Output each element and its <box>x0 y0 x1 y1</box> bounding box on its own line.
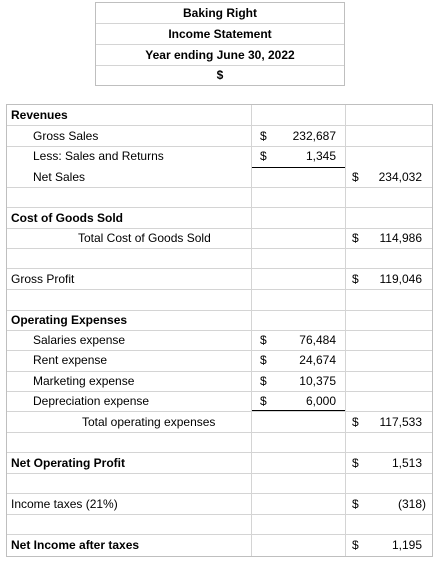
currency-label: $ <box>216 68 224 82</box>
depreciation-value: 6,000 <box>305 394 336 408</box>
statement-title: Income Statement <box>168 27 272 41</box>
salaries-value: 76,484 <box>299 333 336 347</box>
cogs-total-value: 114,986 <box>379 231 423 245</box>
revenue-underline <box>252 167 345 168</box>
opex-underline <box>252 410 345 411</box>
marketing-label: Marketing expense <box>33 374 135 388</box>
gross-profit-label: Gross Profit <box>11 272 75 286</box>
income-taxes-label: Income taxes (21%) <box>11 497 118 511</box>
sales-returns-value: 1,345 <box>305 149 336 163</box>
gross-sales-dollar: $ <box>260 129 267 143</box>
sales-returns-label: Less: Sales and Returns <box>33 149 164 163</box>
cogs-heading: Cost of Goods Sold <box>11 211 123 225</box>
salaries-dollar: $ <box>260 333 267 347</box>
net-sales-dollar: $ <box>352 170 359 184</box>
opex-total-dollar: $ <box>352 415 359 429</box>
marketing-dollar: $ <box>260 374 267 388</box>
income-taxes-dollar: $ <box>352 497 359 511</box>
rent-value: 24,674 <box>299 353 336 367</box>
cogs-total-label: Total Cost of Goods Sold <box>78 231 211 245</box>
cogs-total-dollar: $ <box>352 231 359 245</box>
gross-profit-dollar: $ <box>352 272 359 286</box>
salaries-label: Salaries expense <box>33 333 126 347</box>
header-frame <box>95 2 345 86</box>
net-sales-label: Net Sales <box>33 170 86 184</box>
net-sales-value: 234,032 <box>378 170 422 184</box>
net-income-dollar: $ <box>352 538 359 552</box>
revenues-heading: Revenues <box>11 108 68 122</box>
depreciation-dollar: $ <box>260 394 267 408</box>
operating-heading: Operating Expenses <box>11 313 128 327</box>
depreciation-label: Depreciation expense <box>33 394 150 408</box>
company-name: Baking Right <box>183 6 257 20</box>
gross-sales-label: Gross Sales <box>33 129 99 143</box>
table-frame <box>6 104 433 557</box>
income-taxes-value: (318) <box>397 497 426 511</box>
opex-total-value: 117,533 <box>379 415 423 429</box>
statement-period: Year ending June 30, 2022 <box>145 48 295 62</box>
net-income-value: 1,195 <box>391 538 422 552</box>
net-operating-label: Net Operating Profit <box>11 456 126 470</box>
net-operating-dollar: $ <box>352 456 359 470</box>
marketing-value: 10,375 <box>299 374 336 388</box>
gross-profit-value: 119,046 <box>379 272 423 286</box>
rent-dollar: $ <box>260 353 267 367</box>
sales-returns-dollar: $ <box>260 149 267 163</box>
opex-total-label: Total operating expenses <box>82 415 216 429</box>
net-income-label: Net Income after taxes <box>11 538 140 552</box>
gross-sales-value: 232,687 <box>292 129 336 143</box>
net-operating-value: 1,513 <box>391 456 422 470</box>
rent-label: Rent expense <box>33 353 108 367</box>
